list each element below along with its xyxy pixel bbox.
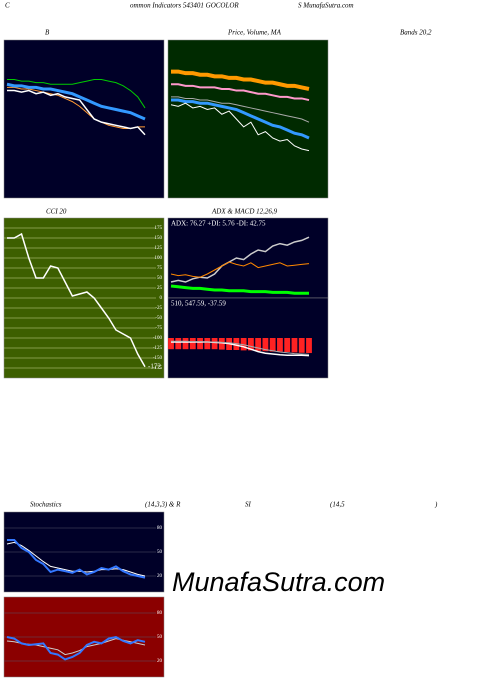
series-line [171, 96, 310, 123]
chart-title: ) [434, 501, 438, 509]
histogram-bar [269, 338, 276, 352]
y-tick-label: 20 [157, 659, 163, 664]
series-line [6, 82, 146, 121]
y-tick-label: 125 [155, 246, 163, 251]
histogram-bar [175, 338, 182, 350]
y-tick-label: 50 [157, 276, 163, 281]
panel [3, 39, 165, 199]
histogram-bar [277, 338, 283, 352]
y-tick-label: -50 [155, 316, 162, 321]
header-text: ommon Indicators 543401 GOCOLOR [130, 2, 239, 10]
series-line [7, 539, 146, 579]
y-tick-label: -25 [155, 306, 162, 311]
series-line [170, 261, 310, 278]
histogram-bar [211, 338, 218, 350]
end-label: -172 [148, 362, 161, 370]
series-line [7, 86, 145, 129]
y-tick-label: -175 [153, 366, 163, 371]
histogram-bar [168, 338, 174, 350]
histogram-bar [204, 338, 211, 350]
y-tick-label: -150 [153, 356, 163, 361]
histogram-bar [240, 338, 247, 351]
y-tick-label: 150 [155, 236, 163, 241]
histogram-bar [218, 338, 225, 350]
series-line [7, 232, 146, 368]
histogram-bar [291, 338, 298, 353]
y-tick-label: -100 [153, 336, 163, 341]
series-line [7, 89, 146, 136]
panel-note: ADX: 76.27 +DI: 5.76 -DI: 42.75 [171, 220, 266, 228]
histogram-bar [182, 338, 189, 350]
y-tick-label: -125 [153, 346, 163, 351]
series-line [171, 98, 310, 140]
chart-title: SI [245, 501, 252, 509]
histogram-bar [255, 338, 262, 351]
header-text: C [5, 2, 10, 10]
series-line [170, 284, 309, 295]
series-line [7, 79, 146, 109]
chart-title: Stochastics [30, 501, 62, 509]
histogram-bar [197, 338, 203, 350]
panel [167, 39, 329, 199]
chart-title: ADX & MACD 12,26,9 [211, 208, 278, 216]
chart-title: CCI 20 [46, 208, 67, 216]
series-line [6, 635, 146, 661]
histogram-bar [247, 338, 254, 351]
histogram-bar [298, 338, 305, 353]
y-tick-label: 175 [155, 226, 163, 231]
histogram-bar [284, 338, 291, 352]
y-tick-label: 25 [157, 286, 163, 291]
y-tick-label: 50 [157, 550, 163, 555]
chart-title: Price, Volume, MA [227, 29, 282, 37]
series-line [171, 83, 310, 102]
histogram-bar [189, 338, 196, 350]
chart-title: (14,3,3) & R [145, 501, 181, 509]
y-tick-label: 100 [155, 256, 163, 261]
y-tick-label: 0 [160, 296, 163, 301]
histogram-bar [306, 338, 312, 354]
panel-note: 510, 547.59, -37.59 [171, 300, 226, 308]
y-tick-label: 20 [157, 574, 163, 579]
header-text: S MunafaSutra.com [298, 2, 354, 10]
series-line [171, 69, 310, 91]
series-line [171, 340, 310, 355]
chart-title: Bands 20,2 [400, 29, 432, 37]
watermark: MunafaSutra.com [172, 567, 385, 597]
y-tick-label: 50 [157, 635, 163, 640]
histogram-bar [262, 338, 269, 352]
series-line [170, 102, 310, 152]
y-tick-label: -75 [155, 326, 162, 331]
y-tick-label: 80 [157, 526, 163, 531]
chart-title: (14,5 [330, 501, 345, 509]
chart-title: B [45, 29, 50, 37]
series-line [170, 236, 310, 283]
y-tick-label: 80 [157, 611, 163, 616]
panel [167, 217, 329, 299]
y-tick-label: 75 [157, 266, 163, 271]
